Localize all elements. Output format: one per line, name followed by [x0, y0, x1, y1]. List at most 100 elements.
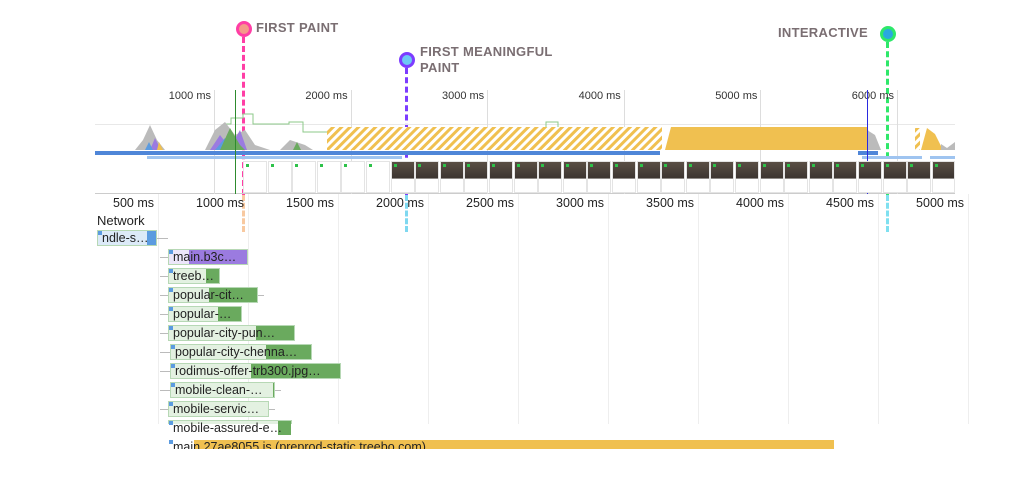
network-request[interactable]: mobile-servic…: [168, 401, 269, 417]
frame-indicator-icon: [934, 164, 938, 167]
filmstrip-frame[interactable]: [267, 161, 292, 193]
filmstrip-frame[interactable]: [636, 161, 661, 193]
request-label: popular-city-chenna…: [175, 345, 298, 359]
frame-indicator-icon: [738, 164, 741, 167]
filmstrip-frame[interactable]: [759, 161, 784, 193]
fmp-label: FIRST MEANINGFUL PAINT: [420, 44, 553, 76]
network-request[interactable]: popular-city-chenna…: [170, 344, 312, 360]
first-paint-line-lower: [242, 195, 245, 232]
overview-tick-label: 1000 ms: [168, 90, 211, 102]
request-label: treeb…: [173, 269, 214, 283]
frame-indicator-icon: [762, 164, 766, 167]
request-tail-whisker: [275, 390, 281, 391]
request-download-bar: [266, 345, 311, 359]
filmstrip-frame[interactable]: [931, 161, 955, 193]
network-request[interactable]: mobile-clean-…: [170, 382, 275, 398]
request-label: rodimus-offer-trb300.jpg…: [175, 364, 321, 378]
filmstrip-frame[interactable]: [390, 161, 415, 193]
overview-tick-label: 6000 ms: [851, 90, 894, 102]
network-request[interactable]: treeb…: [168, 268, 220, 284]
frame-indicator-icon: [467, 164, 471, 167]
network-request[interactable]: popular-…: [168, 306, 242, 322]
main-gridline: [338, 194, 339, 424]
interactive-line-lower: [886, 195, 889, 232]
priority-icon: [171, 383, 175, 387]
selection-end-indicator: [867, 90, 868, 194]
frame-indicator-icon: [861, 164, 864, 167]
frame-indicator-icon: [910, 164, 914, 167]
request-wait-whisker: [160, 276, 168, 277]
network-request[interactable]: ndle-s…: [97, 230, 157, 246]
request-label: popular-…: [173, 307, 232, 321]
filmstrip-frame[interactable]: [612, 161, 636, 193]
filmstrip-frame[interactable]: [661, 161, 686, 193]
request-tail-whisker: [269, 409, 275, 410]
interactive-marker-icon: [880, 26, 896, 42]
filmstrip-frame[interactable]: [341, 161, 366, 193]
network-request[interactable]: main.b3c…: [168, 249, 248, 265]
network-request[interactable]: main.27ae8055.js (preprod-static.treebo.…: [168, 439, 835, 450]
filmstrip-frame[interactable]: [710, 161, 735, 193]
filmstrip-frame[interactable]: [489, 161, 513, 193]
first-paint-marker-icon: [236, 21, 252, 37]
network-request[interactable]: mobile-assured-e…: [168, 420, 292, 436]
frame-indicator-icon: [344, 164, 348, 167]
filmstrip-frame[interactable]: [833, 161, 858, 193]
frame-indicator-icon: [418, 164, 422, 167]
filmstrip-frame[interactable]: [366, 161, 390, 193]
frame-indicator-icon: [393, 164, 397, 167]
main-gridline: [878, 194, 879, 424]
fmp-label-line1: FIRST MEANINGFUL: [420, 44, 553, 59]
request-label: mobile-servic…: [173, 402, 260, 416]
main-gridline: [248, 194, 249, 424]
filmstrip-frame[interactable]: [587, 161, 612, 193]
filmstrip-frame[interactable]: [292, 161, 317, 193]
filmstrip-frame[interactable]: [538, 161, 563, 193]
main-gridline: [968, 194, 969, 424]
filmstrip-frame[interactable]: [907, 161, 932, 193]
frame-indicator-icon: [295, 164, 299, 167]
filmstrip-frame[interactable]: [464, 161, 489, 193]
filmstrip-frame[interactable]: [735, 161, 759, 193]
priority-icon: [169, 269, 173, 273]
filmstrip-frame[interactable]: [513, 161, 538, 193]
filmstrip-frame[interactable]: [784, 161, 809, 193]
main-tick-label: 500 ms: [113, 196, 154, 210]
frame-indicator-icon: [615, 164, 618, 167]
main-tick-label: 4500 ms: [826, 196, 874, 210]
priority-icon: [171, 364, 175, 368]
filmstrip-frame[interactable]: [243, 161, 267, 193]
main-tick-label: 3000 ms: [556, 196, 604, 210]
request-wait-whisker: [160, 333, 168, 334]
filmstrip-frame[interactable]: [882, 161, 907, 193]
request-wait-whisker: [160, 257, 168, 258]
network-request[interactable]: popular-cit…: [168, 287, 258, 303]
request-wait-whisker: [160, 352, 170, 353]
network-request[interactable]: rodimus-offer-trb300.jpg…: [170, 363, 341, 379]
main-tick-label: 1500 ms: [286, 196, 334, 210]
frame-indicator-icon: [442, 164, 446, 167]
main-gridline: [518, 194, 519, 424]
request-label: popular-cit…: [173, 288, 244, 302]
filmstrip-frame[interactable]: [316, 161, 341, 193]
filmstrip-frame[interactable]: [439, 161, 464, 193]
cpu-activity-chart: [95, 113, 955, 159]
main-gridline: [158, 194, 159, 424]
request-label: mobile-clean-…: [175, 383, 263, 397]
priority-icon: [169, 402, 173, 406]
frame-indicator-icon: [246, 164, 249, 167]
frame-indicator-icon: [492, 164, 495, 167]
priority-icon: [169, 440, 173, 444]
filmstrip-frame[interactable]: [808, 161, 833, 193]
network-request[interactable]: popular-city-pun…: [168, 325, 295, 341]
frame-indicator-icon: [885, 164, 889, 167]
filmstrip-frame[interactable]: [562, 161, 587, 193]
frame-indicator-icon: [836, 164, 840, 167]
current-time-indicator: [235, 90, 236, 194]
filmstrip-frame[interactable]: [415, 161, 440, 193]
filmstrip-frame[interactable]: [858, 161, 882, 193]
priority-icon: [169, 250, 173, 254]
filmstrip-frame[interactable]: [685, 161, 710, 193]
priority-icon: [169, 421, 173, 425]
overview-tick-label: 2000 ms: [305, 90, 348, 102]
